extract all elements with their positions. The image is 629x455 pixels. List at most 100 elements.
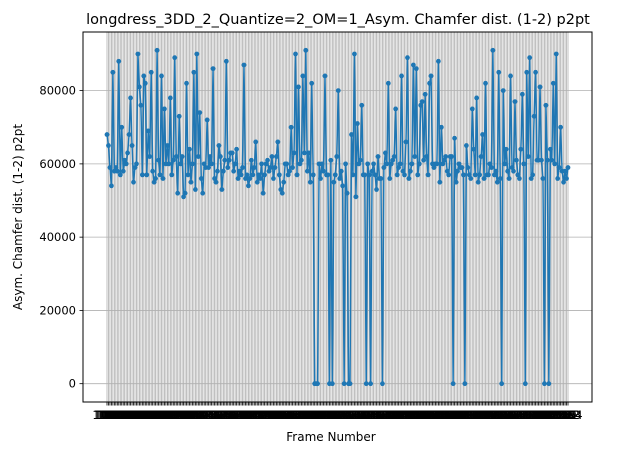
x-tick-label: 1282 — [433, 408, 462, 422]
x-tick-label: 1101 — [166, 408, 195, 422]
x-tick-label: 1076 — [129, 408, 158, 422]
x-tick-label: 1122 — [197, 408, 226, 422]
x-tick-label: 1111 — [181, 408, 210, 422]
x-tick-label: 1273 — [419, 408, 448, 422]
data-point — [553, 51, 559, 57]
data-point — [468, 176, 474, 181]
data-point — [385, 80, 391, 86]
x-tick-label: 1323 — [493, 408, 522, 422]
x-tick-label: 1174 — [274, 408, 303, 422]
x-tick-label: 1086 — [144, 408, 173, 422]
x-tick-label: 1332 — [506, 408, 535, 422]
x-tick-label: 1053 — [95, 408, 124, 422]
x-tick-label: 1128 — [206, 408, 235, 422]
data-point — [369, 168, 375, 174]
x-tick-label: 1230 — [356, 408, 385, 422]
data-point — [441, 157, 447, 163]
data-point — [153, 176, 159, 181]
data-point — [422, 91, 428, 97]
x-tick-label: 1343 — [522, 408, 551, 422]
x-tick-label: 1245 — [378, 408, 407, 422]
data-point — [443, 154, 449, 159]
x-tick-label: 1256 — [394, 408, 423, 422]
data-point — [424, 154, 430, 159]
x-tick-label: 1079 — [134, 408, 163, 422]
x-tick-label: 1295 — [452, 408, 481, 422]
data-point — [184, 80, 189, 86]
data-point — [438, 124, 444, 130]
x-tick-label: 1070 — [120, 408, 149, 422]
data-point — [505, 168, 511, 174]
data-point — [455, 168, 460, 174]
x-tick-label: 1329 — [502, 408, 531, 422]
data-point — [212, 176, 217, 181]
data-point — [437, 179, 443, 185]
x-tick-label: 1327 — [499, 408, 528, 422]
x-tick-label: 1172 — [271, 408, 300, 422]
x-tick-label: 1092 — [153, 408, 182, 422]
x-tick-label: 1083 — [139, 408, 168, 422]
x-tick-label: 1241 — [372, 408, 401, 422]
data-point — [116, 58, 122, 64]
x-tick-label: 1139 — [222, 408, 251, 422]
x-tick-label: 1285 — [437, 408, 466, 422]
data-point — [519, 91, 525, 97]
x-tick-label: 1193 — [301, 408, 330, 422]
x-tick-label: 1150 — [238, 408, 267, 422]
data-point — [555, 176, 561, 181]
x-tick-label: 1357 — [543, 408, 572, 422]
x-tick-label: 1274 — [421, 408, 450, 422]
x-tick-label: 1121 — [195, 408, 224, 422]
x-tick-label: 1322 — [491, 408, 520, 422]
data-point — [198, 176, 204, 181]
x-tick-label: 1338 — [515, 408, 544, 422]
x-tick-label: 1093 — [154, 408, 183, 422]
x-tick-label: 1096 — [159, 408, 188, 422]
x-tick-label: 1089 — [148, 408, 177, 422]
data-point — [164, 143, 170, 148]
data-point — [132, 165, 138, 170]
x-tick-label: 1210 — [327, 408, 356, 422]
x-tick-label: 1058 — [103, 408, 132, 422]
x-tick-label: 1194 — [303, 408, 332, 422]
x-tick-label: 1299 — [458, 408, 487, 422]
data-point — [500, 88, 506, 94]
x-tick-label: 1153 — [243, 408, 272, 422]
x-tick-label: 1301 — [461, 408, 490, 422]
data-point — [129, 143, 135, 148]
data-point — [321, 168, 326, 174]
x-tick-label: 1279 — [428, 408, 457, 422]
data-point — [337, 176, 343, 181]
data-point — [119, 124, 125, 130]
data-point — [461, 172, 466, 178]
data-point — [145, 128, 151, 134]
data-point — [273, 154, 279, 159]
x-tick-label: 1247 — [381, 408, 410, 422]
data-point — [354, 121, 360, 126]
x-tick-label: 1333 — [508, 408, 537, 422]
x-tick-label: 1189 — [296, 408, 325, 422]
x-tick-label: 1071 — [122, 408, 151, 422]
data-point — [544, 157, 550, 163]
x-tick-label: 1055 — [98, 408, 127, 422]
x-tick-label: 1284 — [436, 408, 465, 422]
x-tick-label: 1112 — [182, 408, 211, 422]
x-tick-label: 1216 — [335, 408, 364, 422]
data-point — [263, 161, 269, 167]
data-point — [238, 172, 244, 178]
x-tick-label: 1130 — [209, 408, 238, 422]
data-point — [147, 154, 153, 159]
data-point — [218, 154, 223, 159]
data-point — [172, 55, 178, 61]
x-tick-label: 1339 — [517, 408, 546, 422]
x-tick-label: 1304 — [465, 408, 494, 422]
data-point — [123, 161, 129, 167]
x-tick-label: 1138 — [220, 408, 249, 422]
x-tick-label: 1162 — [256, 408, 285, 422]
x-tick-label: 1077 — [131, 408, 160, 422]
x-tick-label: 1257 — [396, 408, 425, 422]
x-tick-label: 1272 — [418, 408, 447, 422]
data-point — [309, 80, 315, 86]
data-point — [366, 172, 372, 178]
data-point — [546, 381, 552, 387]
